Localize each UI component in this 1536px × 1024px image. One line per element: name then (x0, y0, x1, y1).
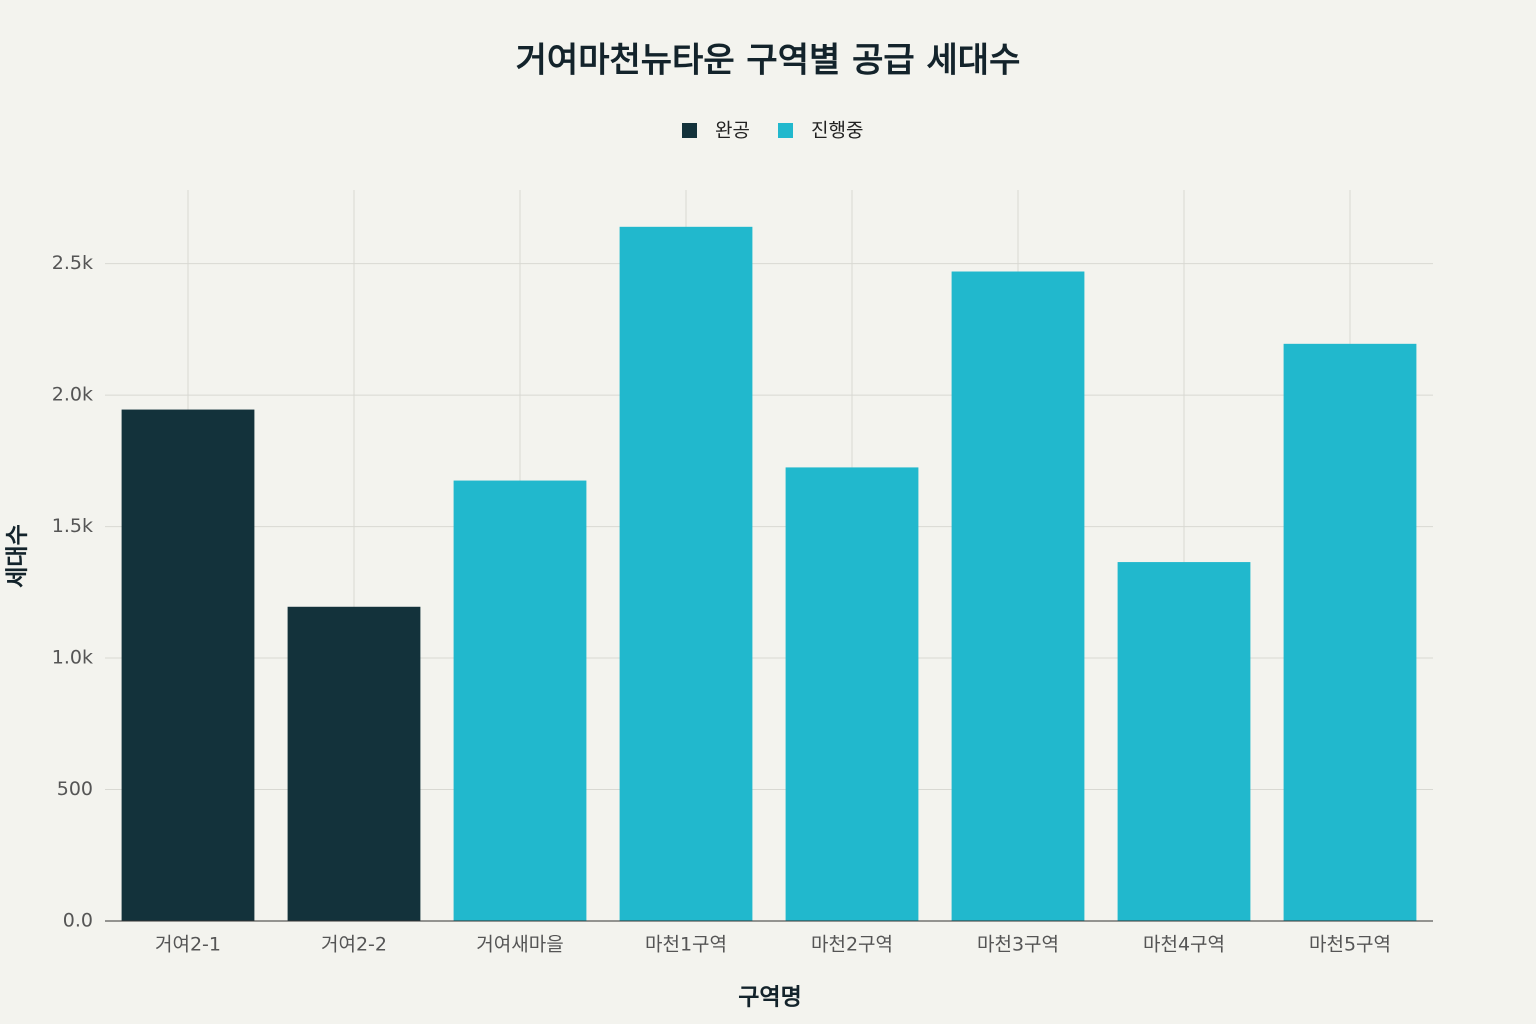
bar (453, 480, 587, 921)
bar (951, 271, 1085, 921)
y-tick-label: 1.0k (52, 647, 93, 669)
bar (1117, 562, 1251, 921)
x-tick-label: 거여2-1 (155, 934, 221, 956)
legend-label: 진행중 (811, 120, 863, 142)
x-tick-label: 거여2-2 (321, 934, 387, 956)
x-tick-label: 마천2구역 (811, 934, 893, 956)
x-tick-label: 마천5구역 (1309, 934, 1391, 956)
legend-swatch (682, 123, 697, 138)
x-tick-label: 마천1구역 (645, 934, 727, 956)
bar (287, 606, 421, 921)
bar (619, 226, 753, 922)
y-tick-label: 0.0 (63, 910, 93, 932)
y-axis-title: 세대수 (5, 524, 31, 587)
y-tick-label: 2.0k (52, 384, 93, 406)
x-tick-label: 거여새마을 (476, 934, 563, 956)
y-tick-label: 500 (57, 778, 93, 800)
x-tick-label: 마천3구역 (977, 934, 1059, 956)
legend-swatch (778, 123, 793, 138)
bar (121, 409, 255, 921)
bar (785, 467, 919, 921)
y-tick-label: 2.5k (52, 252, 93, 274)
bar (1283, 343, 1417, 921)
x-axis-title: 구역명 (738, 985, 801, 1011)
legend-label: 완공 (715, 120, 750, 142)
chart-title: 거여마천뉴타운 구역별 공급 세대수 (516, 41, 1021, 81)
x-tick-label: 마천4구역 (1143, 934, 1225, 956)
y-tick-label: 1.5k (52, 515, 93, 537)
